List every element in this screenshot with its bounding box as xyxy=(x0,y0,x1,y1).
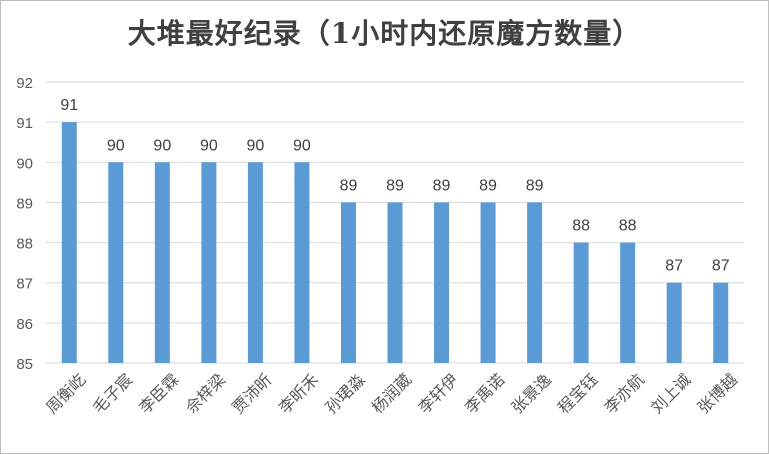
data-label: 90 xyxy=(153,137,171,154)
bar xyxy=(387,202,403,363)
y-tick-label: 87 xyxy=(16,276,33,293)
data-label: 89 xyxy=(340,177,358,194)
bar xyxy=(108,162,124,363)
y-tick-label: 89 xyxy=(16,195,33,212)
x-tick-label: 孙珺淼 xyxy=(321,370,368,417)
x-tick-label: 李轩伊 xyxy=(414,370,461,417)
x-tick-label: 程宝钰 xyxy=(554,370,601,417)
x-tick-label: 李禹诺 xyxy=(461,370,508,417)
bar xyxy=(201,162,217,363)
x-tick-label: 毛子宸 xyxy=(89,370,136,417)
data-label: 89 xyxy=(526,177,544,194)
bar xyxy=(713,282,729,363)
x-tick-label: 佘梓梁 xyxy=(182,370,229,417)
data-label: 90 xyxy=(247,137,265,154)
data-label: 91 xyxy=(60,97,78,114)
bar xyxy=(573,242,589,363)
data-label: 89 xyxy=(479,177,497,194)
x-tick-label: 李亦航 xyxy=(601,370,648,417)
x-tick-label: 刘上诚 xyxy=(647,370,694,417)
chart-title: 大堆最好纪录（1小时内还原魔方数量） xyxy=(127,17,642,50)
bar xyxy=(61,122,77,364)
bar xyxy=(340,202,356,363)
data-label: 87 xyxy=(712,258,730,275)
bar xyxy=(247,162,263,363)
x-tick-label: 张博越 xyxy=(694,370,741,417)
data-label: 90 xyxy=(200,137,218,154)
x-tick-label: 周衡屹 xyxy=(42,370,89,417)
data-label: 89 xyxy=(386,177,404,194)
y-tick-label: 88 xyxy=(16,236,33,253)
y-tick-label: 86 xyxy=(16,316,33,333)
bar xyxy=(480,202,496,363)
y-tick-label: 90 xyxy=(16,155,33,172)
bar xyxy=(666,282,682,363)
bar xyxy=(294,162,310,363)
x-tick-label: 杨润葳 xyxy=(368,370,415,417)
x-tick-label: 张景逸 xyxy=(508,370,555,417)
x-tick-label: 贾沛昕 xyxy=(228,370,275,417)
data-label: 88 xyxy=(619,218,637,235)
bar xyxy=(620,242,636,363)
data-label: 90 xyxy=(293,137,311,154)
y-tick-label: 92 xyxy=(16,75,33,92)
data-label: 90 xyxy=(107,137,125,154)
data-label: 89 xyxy=(433,177,451,194)
y-tick-label: 91 xyxy=(16,115,33,132)
x-tick-label: 李臣霖 xyxy=(135,370,182,417)
bar xyxy=(527,202,543,363)
data-label: 88 xyxy=(572,218,590,235)
y-tick-label: 85 xyxy=(16,356,33,373)
bar xyxy=(154,162,170,363)
bar xyxy=(434,202,450,363)
x-tick-label: 李昕禾 xyxy=(275,370,322,417)
data-label: 87 xyxy=(665,258,683,275)
